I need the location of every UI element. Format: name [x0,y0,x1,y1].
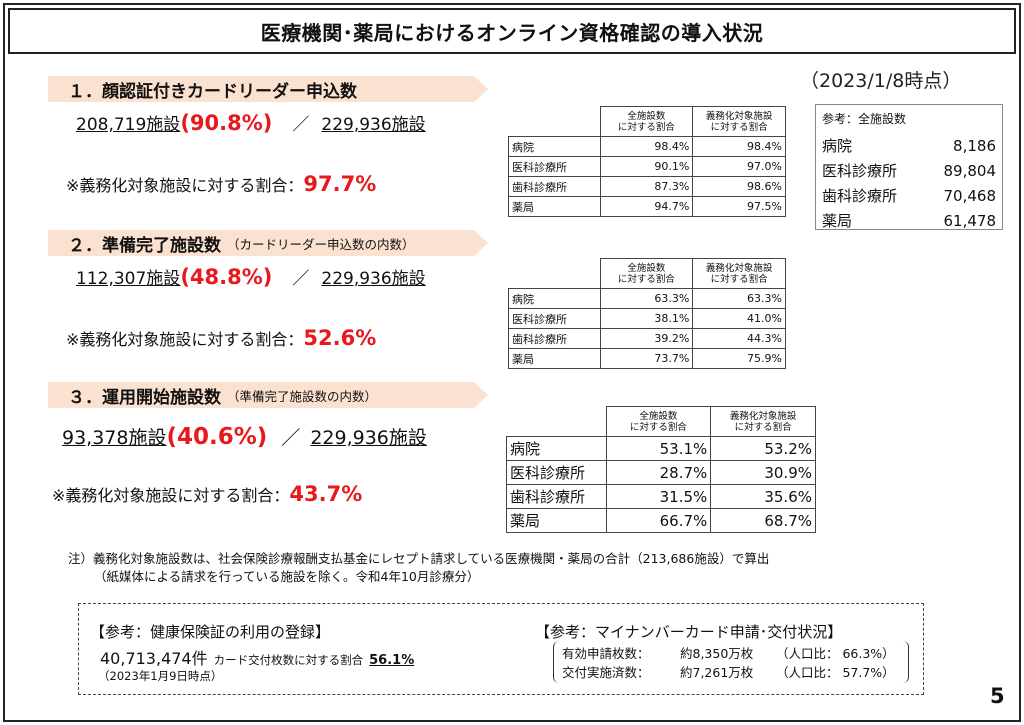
mynumber-ref-body: 有効申請枚数： 約8,350万枚 （人口比： 66.3%） 交付実施済数： 約7… [553,641,909,683]
section-1-count-line: 208,719施設 (90.8%) ／ 229,936施設 [76,110,426,135]
table-row: 歯科診療所 87.3% 98.6% [508,176,786,197]
section-1-total: 229,936施設 [321,115,426,135]
insurance-ref-count: 40,713,474件 [100,649,208,668]
section-2-percent: (48.8%) [180,265,273,289]
section-3-title: ３．運用開始施設数 [68,387,221,408]
list-item: 交付実施済数： 約7,261万枚 （人口比： 57.7%） [562,665,895,680]
section-3-header: ３．運用開始施設数 （準備完了施設数の内数） [48,382,488,408]
insurance-ref-label: カード交付枚数に対する割合 [213,653,364,667]
section-3-ratio-line: ※義務化対象施設に対する割合： 43.7% [52,482,362,506]
table-2-col-all: 全施設数 に対する割合 [599,258,694,289]
section-2-header: ２．準備完了施設数 （カードリーダー申込数の内数） [48,230,488,256]
list-item: 医科診療所 89,804 [822,161,996,181]
table-row: 薬局 73.7% 75.9% [508,348,786,369]
mynumber-ref-title: 【参考：マイナンバーカード申請･交付状況】 [535,623,843,641]
section-1-header: １．顔認証付きカードリーダー申込数 [48,76,488,102]
table-1-corner [508,106,601,137]
as-of-date: （2023/1/8時点） [800,70,962,92]
page-number: 5 [990,684,1005,708]
table-3-col-all: 全施設数 に対する割合 [605,406,712,437]
section-3-ratio-label: ※義務化対象施設に対する割合： [52,486,290,505]
table-3-corner [506,406,607,437]
section-1-percent: (90.8%) [180,111,273,135]
section-2-count: 112,307施設 [76,269,181,289]
table-3-col-mandatory: 義務化対象施設 に対する割合 [710,406,816,437]
facility-table-1: 全施設数 に対する割合 義務化対象施設 に対する割合 病院 98.4% 98.4% 医科… [508,106,786,217]
table-row: 病院 98.4% 98.4% [508,136,786,157]
section-2-ratio-label: ※義務化対象施設に対する割合： [66,330,304,349]
table-row: 薬局 66.7% 68.7% [506,508,816,533]
page-title: 医療機関･薬局におけるオンライン資格確認の導入状況 [8,8,1016,54]
table-row: 医科診療所 90.1% 97.0% [508,156,786,177]
section-1-count: 208,719施設 [76,115,181,135]
section-2-total: 229,936施設 [321,269,426,289]
section-3-total: 229,936施設 [310,427,427,449]
section-2-title: ２．準備完了施設数 [68,235,221,256]
section-3-slash: ／ [281,427,301,449]
table-row: 医科診療所 28.7% 30.9% [506,460,816,485]
facility-table-2: 全施設数 に対する割合 義務化対象施設 に対する割合 病院 63.3% 63.3% 医科… [508,258,786,369]
insurance-ref-count-line: 40,713,474件 カード交付枚数に対する割合 56.1% [100,645,414,669]
list-item: 歯科診療所 70,468 [822,186,996,206]
section-1-ratio-value: 97.7% [303,172,377,196]
section-2-ratio-line: ※義務化対象施設に対する割合： 52.6% [66,326,376,350]
reference-total-facilities: 参考：全施設数 病院 8,186 医科診療所 89,804 歯科診療所 70,468 … [815,104,1003,230]
list-item: 薬局 61,478 [822,211,996,231]
reference-heading: 参考：全施設数 [822,112,907,126]
section-2-count-line: 112,307施設 (48.8%) ／ 229,936施設 [76,264,426,289]
facility-table-3: 全施設数 に対する割合 義務化対象施設 に対する割合 病院 53.1% 53.2% 医科… [506,406,816,533]
table-row: 病院 63.3% 63.3% [508,288,786,309]
section-3-count: 93,378施設 [62,427,167,449]
table-row: 薬局 94.7% 97.5% [508,196,786,217]
table-row: 歯科診療所 31.5% 35.6% [506,484,816,509]
table-row: 病院 53.1% 53.2% [506,436,816,461]
insurance-ref-date: （2023年1月9日時点） [98,669,223,683]
footnote: 注）義務化対象施設数は、社会保険診療報酬支払基金にレセプト請求している医療機関・… [68,550,769,586]
section-3-ratio-value: 43.7% [289,482,363,506]
slide-frame [3,3,1021,722]
table-row: 医科診療所 38.1% 41.0% [508,308,786,329]
section-1-title: １．顔認証付きカードリーダー申込数 [68,81,357,102]
section-3-percent: (40.6%) [166,424,268,450]
reference-box [78,603,924,695]
section-2-subtitle: （カードリーダー申込数の内数） [227,236,415,252]
section-3-subtitle: （準備完了施設数の内数） [227,388,378,404]
section-2-ratio-value: 52.6% [303,326,377,350]
list-item: 病院 8,186 [822,136,996,156]
footnote-line-2: （紙媒体による請求を行っている施設を除く。令和4年10月診療分） [94,569,480,584]
page-title-text: 医療機関･薬局におけるオンライン資格確認の導入状況 [260,20,764,45]
table-2-col-mandatory: 義務化対象施設 に対する割合 [692,258,786,289]
table-1-col-all: 全施設数 に対する割合 [599,106,694,137]
section-2-slash: ／ [292,269,310,289]
table-row: 歯科診療所 39.2% 44.3% [508,328,786,349]
section-1-ratio-line: ※義務化対象施設に対する割合： 97.7% [66,172,376,196]
insurance-ref-title: 【参考：健康保険証の利用の登録】 [90,623,331,641]
footnote-line-1: 注）義務化対象施設数は、社会保険診療報酬支払基金にレセプト請求している医療機関・… [68,551,770,566]
section-1-slash: ／ [292,115,310,135]
list-item: 有効申請枚数： 約8,350万枚 （人口比： 66.3%） [562,646,895,661]
section-1-ratio-label: ※義務化対象施設に対する割合： [66,176,304,195]
section-3-count-line: 93,378施設 (40.6%) ／ 229,936施設 [62,423,427,450]
insurance-ref-percent: 56.1% [369,653,415,668]
table-2-corner [508,258,601,289]
table-1-col-mandatory: 義務化対象施設 に対する割合 [692,106,786,137]
